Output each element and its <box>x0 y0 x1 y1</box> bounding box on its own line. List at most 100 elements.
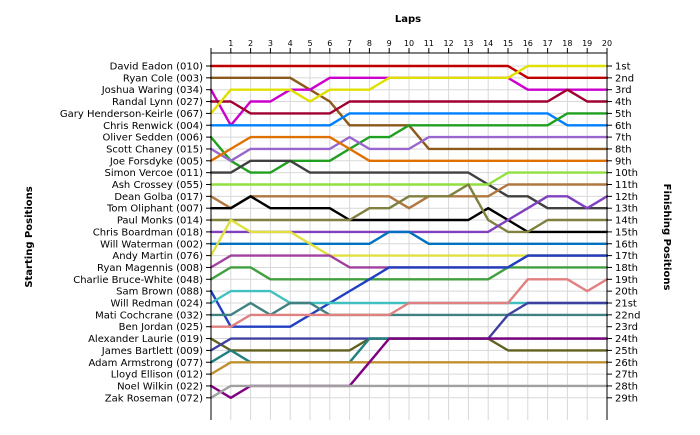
finishing-label: 18th <box>615 263 638 274</box>
driver-label: Noel Wilkin (022) <box>117 381 203 392</box>
x-tick-label: 1 <box>228 39 233 48</box>
finishing-label: 28th <box>615 381 638 392</box>
x-tick-label: 16 <box>523 39 533 48</box>
finishing-label: 16th <box>615 239 638 250</box>
x-tick-label: 20 <box>602 39 612 48</box>
x-tick-label: 14 <box>483 39 493 48</box>
series-line <box>209 64 609 80</box>
series-line <box>209 266 609 281</box>
driver-label: Alexander Laurie (019) <box>88 334 203 345</box>
series-line <box>209 384 609 399</box>
finishing-label: 14th <box>615 216 638 227</box>
finishing-label: 23rd <box>615 322 638 333</box>
finishing-label: 13th <box>615 204 638 215</box>
x-tick-label: 12 <box>444 39 454 48</box>
x-tick-label: 13 <box>463 39 473 48</box>
series-line <box>209 254 609 328</box>
x-tick-label: 8 <box>367 39 372 48</box>
finishing-label: 12th <box>615 192 638 203</box>
series-line <box>209 171 609 186</box>
driver-label: Joe Forsdyke (005) <box>109 156 203 167</box>
driver-label: Andy Martin (076) <box>112 251 203 262</box>
finishing-label: 11th <box>615 180 638 191</box>
series-line <box>209 361 609 376</box>
grid <box>211 53 608 420</box>
driver-label: Chris Renwick (004) <box>103 121 203 132</box>
x-tick-label: 2 <box>248 39 253 48</box>
driver-label: Tom Oliphant (007) <box>106 204 203 215</box>
axes: 1 2 3 4 5 6 7 8 9 10 11 12 13 14 15 16 17 18 19 20 <box>206 39 612 420</box>
finishing-label: 6th <box>615 121 632 132</box>
driver-label: Ash Crossey (055) <box>112 180 203 191</box>
starting-position-labels: David Eadon (010)Ryan Cole (003)Joshua W… <box>60 62 203 405</box>
finishing-label: 4th <box>615 97 632 108</box>
finishing-label: 26th <box>615 358 638 369</box>
driver-label: David Eadon (010) <box>110 62 203 73</box>
finishing-label: 17th <box>615 251 638 262</box>
driver-label: Charlie Bruce-White (048) <box>73 275 203 286</box>
series-line <box>209 159 609 210</box>
series-line <box>209 278 609 328</box>
finishing-label: 21st <box>615 299 637 310</box>
chart-title: Laps <box>395 14 421 25</box>
series-line <box>209 135 609 163</box>
series-line <box>209 64 609 115</box>
x-tick-label: 11 <box>424 39 434 48</box>
x-tick-label: 15 <box>503 39 513 48</box>
series-lines <box>209 64 609 399</box>
finishing-label: 22nd <box>615 310 640 321</box>
x-tick-label: 9 <box>387 39 392 48</box>
series-line <box>209 301 609 317</box>
driver-label: Zak Roseman (072) <box>105 393 203 404</box>
series-line <box>209 183 609 210</box>
x-tick-label: 3 <box>268 39 273 48</box>
x-tick-label: 7 <box>347 39 352 48</box>
x-tick-label: 6 <box>327 39 332 48</box>
finishing-label: 20th <box>615 287 638 298</box>
x-tick-label: 4 <box>288 39 293 48</box>
driver-label: James Bartlett (009) <box>101 346 203 357</box>
finishing-label: 25th <box>615 346 638 357</box>
finishing-label: 15th <box>615 227 638 238</box>
y-axis-right-title: Finishing Positions <box>661 184 672 291</box>
driver-label: Will Redman (024) <box>111 299 204 310</box>
x-tick-label: 5 <box>307 39 312 48</box>
series-line <box>209 112 609 174</box>
driver-label: Ben Jordan (025) <box>119 322 204 333</box>
driver-label: Ryan Cole (003) <box>123 73 203 84</box>
finishing-label: 5th <box>615 109 632 120</box>
series-line <box>209 88 609 115</box>
finishing-label: 29th <box>615 393 638 404</box>
driver-label: Randal Lynn (027) <box>112 97 203 108</box>
finishing-label: 1st <box>615 62 631 73</box>
finishing-label: 19th <box>615 275 638 286</box>
series-line <box>209 135 609 163</box>
series-line <box>209 112 609 127</box>
driver-label: Mati Cochcrane (032) <box>95 310 203 321</box>
driver-label: Scott Chaney (015) <box>106 144 203 155</box>
finishing-position-labels: 1st2nd3rd4th5th6th7th8th9th10th11th12th1… <box>615 62 640 405</box>
x-tick-label: 18 <box>562 39 572 48</box>
finishing-label: 24th <box>615 334 638 345</box>
driver-label: Dean Golba (017) <box>114 192 203 203</box>
x-tick-label: 10 <box>404 39 414 48</box>
x-tick-label: 19 <box>582 39 592 48</box>
finishing-label: 9th <box>615 156 632 167</box>
finishing-label: 7th <box>615 133 632 144</box>
driver-label: Oliver Sedden (006) <box>102 133 203 144</box>
y-axis-left-title: Starting Positions <box>24 186 35 287</box>
driver-label: Gary Henderson-Keirle (067) <box>60 109 203 120</box>
driver-label: Paul Monks (014) <box>117 216 203 227</box>
x-tick-label: 17 <box>543 39 553 48</box>
finishing-label: 8th <box>615 144 632 155</box>
finishing-label: 27th <box>615 370 638 381</box>
driver-label: Ryan Magennis (008) <box>97 263 203 274</box>
driver-label: Joshua Waring (034) <box>101 85 203 96</box>
series-line <box>209 183 609 234</box>
driver-label: Will Waterman (002) <box>100 239 203 250</box>
finishing-label: 10th <box>615 168 638 179</box>
finishing-label: 2nd <box>615 73 634 84</box>
driver-label: Chris Boardman (018) <box>93 227 203 238</box>
